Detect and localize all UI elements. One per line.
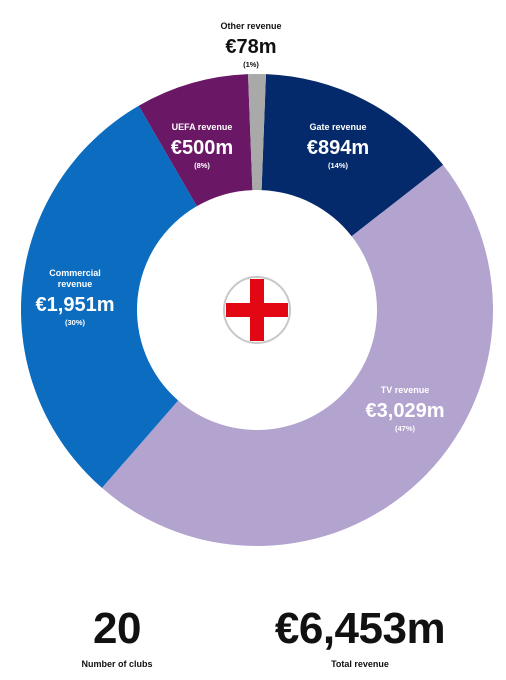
label-uefa-revenue: UEFA revenue €500m (8%) bbox=[171, 122, 233, 170]
slice-name-label: UEFA revenue bbox=[172, 122, 233, 132]
england-flag-icon bbox=[223, 276, 291, 344]
slice-labels: Gate revenue €894m (14%) TV revenue €3,029m (… bbox=[36, 21, 445, 433]
donut-slices bbox=[21, 74, 493, 546]
total-revenue-value: €6,453m bbox=[274, 604, 446, 653]
clubs-stat: 20 Number of clubs bbox=[62, 604, 172, 670]
slice-value-label: €3,029m bbox=[366, 400, 445, 422]
label-gate-revenue: Gate revenue €894m (14%) bbox=[307, 122, 369, 170]
slice-percent-label: (14%) bbox=[328, 161, 349, 170]
slice-percent-label: (30%) bbox=[65, 318, 86, 327]
slice-name-label: Gate revenue bbox=[309, 122, 366, 132]
slice-name-label: Commercial bbox=[49, 268, 101, 278]
clubs-value: 20 bbox=[93, 604, 141, 653]
slice-uefa-revenue bbox=[138, 74, 253, 207]
clubs-label: Number of clubs bbox=[81, 659, 153, 669]
slice-percent-label: (47%) bbox=[395, 424, 416, 433]
slice-name-label: Other revenue bbox=[220, 21, 281, 31]
emblem-cross-vertical bbox=[250, 279, 264, 341]
slice-commercial-revenue bbox=[21, 105, 197, 488]
slice-name-label: revenue bbox=[58, 279, 93, 289]
slice-value-label: €78m bbox=[225, 36, 276, 58]
slice-percent-label: (8%) bbox=[194, 161, 210, 170]
slice-percent-label: (1%) bbox=[243, 60, 259, 69]
total-revenue-label: Total revenue bbox=[331, 659, 389, 669]
slice-other-revenue bbox=[248, 74, 266, 191]
slice-value-label: €1,951m bbox=[36, 294, 115, 316]
total-revenue-stat: €6,453m Total revenue bbox=[230, 604, 490, 670]
slice-value-label: €500m bbox=[171, 137, 233, 159]
label-other-revenue: Other revenue €78m (1%) bbox=[220, 21, 281, 69]
slice-gate-revenue bbox=[261, 74, 444, 237]
label-tv-revenue: TV revenue €3,029m (47%) bbox=[366, 385, 445, 433]
slice-tv-revenue bbox=[101, 164, 493, 546]
slice-value-label: €894m bbox=[307, 137, 369, 159]
slice-name-label: TV revenue bbox=[381, 385, 430, 395]
